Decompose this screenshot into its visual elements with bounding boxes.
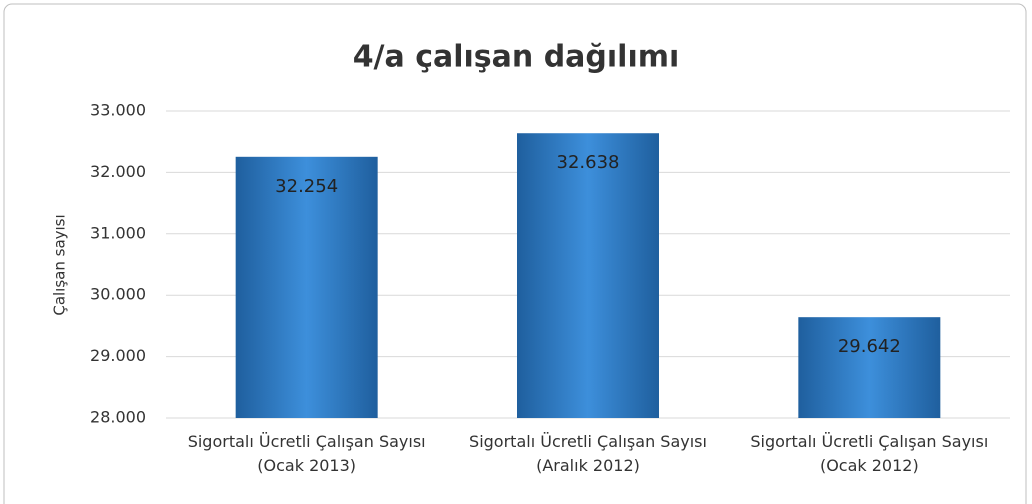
data-label: 29.642	[838, 336, 901, 357]
bar	[235, 156, 378, 419]
bar	[798, 317, 941, 418]
x-tick-label: Sigortalı Ücretli Çalışan Sayısı (Ocak 2…	[187, 432, 426, 475]
y-tick-label: 31.000	[90, 223, 146, 242]
chart-border	[3, 3, 1027, 504]
y-axis-label: Çalışan sayısı	[51, 214, 69, 315]
x-tick-label: Sigortalı Ücretli Çalışan Sayısı (Ocak 2…	[750, 432, 989, 475]
x-tick-label: Sigortalı Ücretli Çalışan Sayısı (Aralık…	[469, 432, 707, 475]
y-tick-label: 32.000	[90, 162, 146, 181]
chart-title: 4/a çalışan dağılımı	[353, 40, 680, 75]
y-tick-label: 33.000	[90, 101, 146, 120]
y-tick-label: 30.000	[90, 285, 146, 304]
y-tick-label: 29.000	[90, 346, 146, 365]
data-label: 32.254	[275, 176, 338, 197]
data-label: 32.638	[557, 152, 620, 173]
bar	[517, 133, 659, 418]
y-tick-label: 28.000	[90, 408, 146, 427]
